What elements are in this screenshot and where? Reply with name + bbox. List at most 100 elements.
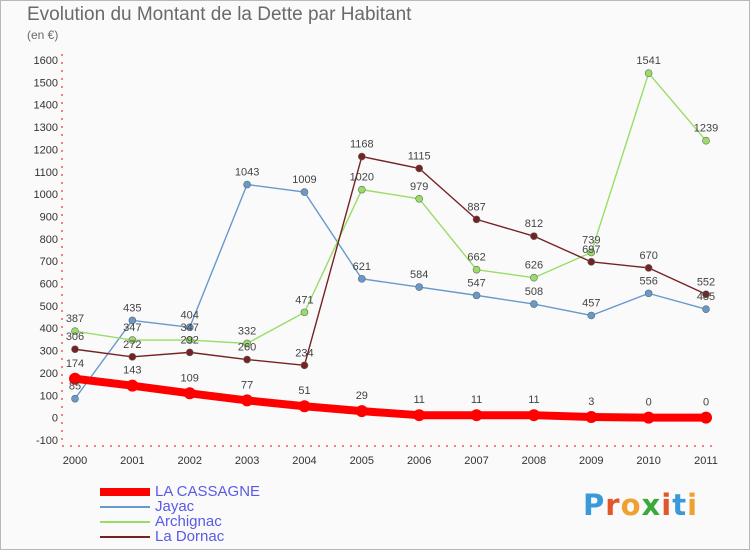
data-point bbox=[183, 387, 196, 400]
x-tick-label: 2008 bbox=[522, 455, 546, 467]
data-label: 29 bbox=[356, 390, 368, 402]
data-label: 584 bbox=[410, 269, 428, 281]
data-label: 739 bbox=[582, 234, 600, 246]
x-tick-label: 2011 bbox=[694, 455, 718, 467]
data-point bbox=[415, 283, 423, 291]
data-point bbox=[71, 327, 79, 335]
data-label-layer: 85 435 404 1043 1009 621 584 547 508 457 556 485 387… bbox=[66, 55, 718, 408]
data-label: 347 bbox=[181, 322, 199, 334]
legend-label: LA CASSAGNE bbox=[155, 483, 261, 500]
data-point bbox=[530, 300, 538, 308]
series-line bbox=[74, 72, 707, 345]
data-point bbox=[644, 69, 653, 77]
data-point bbox=[530, 273, 538, 282]
data-point bbox=[415, 164, 423, 173]
y-tick-label: 900 bbox=[40, 211, 58, 223]
data-label: 508 bbox=[525, 286, 543, 298]
legend-item: Jayac bbox=[100, 499, 400, 514]
data-point bbox=[185, 336, 194, 344]
y-tick-label: 1600 bbox=[34, 55, 58, 67]
y-tick-label: 500 bbox=[40, 301, 58, 313]
x-tick-label: 2002 bbox=[177, 455, 201, 467]
data-label: 404 bbox=[181, 309, 199, 321]
data-label: 332 bbox=[238, 325, 256, 337]
legend-item: La Dornac bbox=[100, 529, 400, 544]
data-label: 485 bbox=[697, 291, 715, 303]
data-label: 1168 bbox=[350, 139, 374, 151]
data-label: 547 bbox=[467, 277, 485, 289]
data-label: 77 bbox=[241, 379, 253, 391]
data-label: 979 bbox=[410, 181, 428, 193]
data-point bbox=[243, 339, 251, 348]
legend-label: Jayac bbox=[155, 498, 195, 515]
x-tick-label: 2004 bbox=[292, 455, 316, 467]
data-point bbox=[585, 410, 598, 423]
legend-swatch bbox=[100, 521, 150, 523]
data-point bbox=[587, 258, 596, 266]
data-label: 174 bbox=[66, 358, 84, 370]
series-layer bbox=[69, 69, 712, 424]
data-label: 670 bbox=[639, 250, 657, 262]
y-tick-label: 400 bbox=[40, 323, 58, 335]
data-point bbox=[128, 336, 137, 344]
legend-item: LA CASSAGNE bbox=[100, 484, 400, 499]
data-point bbox=[298, 400, 311, 413]
data-point bbox=[185, 323, 194, 332]
legend-label: Archignac bbox=[155, 513, 222, 530]
data-point bbox=[241, 394, 254, 407]
data-label: 85 bbox=[69, 381, 81, 393]
data-label: 292 bbox=[181, 334, 199, 346]
data-label: 109 bbox=[181, 372, 199, 384]
data-label: 697 bbox=[582, 244, 600, 256]
data-point bbox=[355, 405, 368, 418]
data-label: 11 bbox=[528, 394, 539, 406]
data-label: 435 bbox=[123, 302, 141, 314]
series-line bbox=[74, 155, 707, 367]
series-line bbox=[74, 183, 707, 400]
data-label: 143 bbox=[123, 365, 141, 377]
data-label: 1541 bbox=[636, 55, 660, 67]
data-point bbox=[69, 372, 81, 385]
data-label: 11 bbox=[413, 394, 424, 406]
data-point bbox=[587, 311, 596, 320]
y-tick-label: 700 bbox=[40, 256, 58, 268]
x-tick-label: 2006 bbox=[407, 455, 431, 467]
data-label: 51 bbox=[298, 385, 310, 397]
data-label: 887 bbox=[467, 201, 485, 213]
data-point bbox=[243, 355, 251, 364]
data-point bbox=[644, 264, 653, 272]
data-point bbox=[300, 308, 309, 317]
data-label: 347 bbox=[123, 322, 141, 334]
x-tick-label: 2010 bbox=[636, 455, 660, 467]
legend-item: Archignac bbox=[100, 514, 400, 529]
y-tick-label: 100 bbox=[40, 390, 58, 402]
data-label: 234 bbox=[295, 347, 313, 359]
y-tick-label: 200 bbox=[40, 368, 58, 380]
data-label: 3 bbox=[588, 396, 594, 408]
chart-title: Evolution du Montant de la Dette par Hab… bbox=[27, 4, 412, 25]
data-point bbox=[358, 185, 366, 194]
data-label: 662 bbox=[467, 252, 485, 264]
data-point bbox=[530, 232, 538, 240]
data-label: 1020 bbox=[350, 172, 374, 184]
data-label: 1115 bbox=[408, 150, 431, 162]
data-point bbox=[702, 290, 710, 299]
legend-swatch bbox=[100, 506, 150, 508]
data-point bbox=[527, 409, 540, 422]
y-tick-label: 800 bbox=[40, 234, 58, 246]
data-label: 0 bbox=[703, 397, 709, 409]
data-label: 272 bbox=[123, 339, 141, 351]
data-label: 306 bbox=[66, 331, 84, 343]
data-point bbox=[700, 411, 712, 424]
data-point bbox=[472, 215, 481, 224]
legend: LA CASSAGNE Jayac Archignac La Dornac bbox=[100, 484, 400, 544]
data-point bbox=[415, 195, 423, 203]
y-tick-label: 0 bbox=[52, 413, 58, 425]
data-point bbox=[126, 379, 139, 392]
data-label: 1239 bbox=[694, 123, 718, 135]
data-label: 626 bbox=[525, 260, 543, 272]
y-tick-label: 1100 bbox=[34, 167, 58, 179]
data-point bbox=[472, 265, 481, 274]
data-label: 1009 bbox=[292, 174, 316, 186]
